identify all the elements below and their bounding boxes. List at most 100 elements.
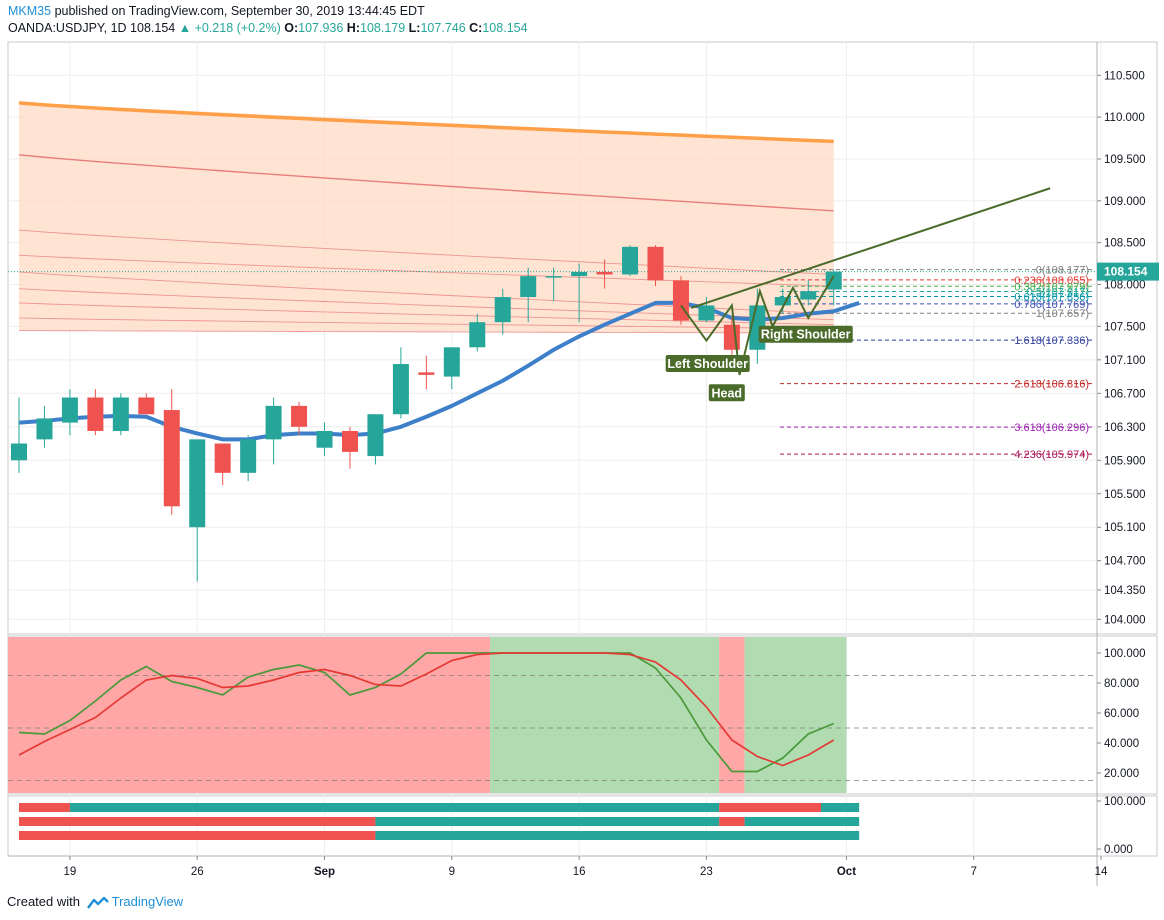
stochastic-zone-bull [490, 637, 720, 793]
time-tick-label: 9 [449, 866, 455, 878]
pattern-zigzag [680, 275, 835, 376]
pattern-label-1: Head [711, 386, 742, 400]
candle-body [774, 297, 791, 306]
last-price: 108.154 [130, 21, 176, 35]
chart-area[interactable]: 0(108.177)0.236(108.055)0.382(107.979)0.… [0, 0, 1164, 892]
last-price-badge [1097, 262, 1159, 281]
trend-strip-segment [744, 817, 860, 826]
ema-orange-line [18, 101, 834, 144]
price-tick-label: 106.700 [1104, 388, 1146, 400]
candle-body [596, 271, 613, 275]
created-with-text: Created with [7, 894, 80, 909]
pattern-label-box [708, 384, 745, 402]
ema-band-line [18, 330, 834, 334]
strip-tick-label: 100.000 [1104, 796, 1146, 808]
candle-body [571, 271, 588, 277]
high-value: 108.179 [360, 21, 406, 35]
low-value: 107.746 [420, 21, 466, 35]
symbol-legend: OANDA:USDJPY, 1D 108.154 ▲ +0.218 (+0.2%… [8, 21, 528, 35]
time-tick-label: 23 [700, 866, 713, 878]
candle-body [469, 322, 486, 348]
candle-body [214, 443, 231, 473]
candle-body [698, 305, 715, 321]
time-tick-label: 16 [573, 866, 586, 878]
stoch-tick-label: 60.000 [1104, 708, 1139, 720]
candle-body [545, 276, 562, 278]
candle-body [800, 291, 817, 300]
pattern-label-box [758, 325, 853, 343]
change-arrow-icon: ▲ [178, 21, 192, 35]
candle-body [418, 372, 435, 375]
candle-body [825, 271, 842, 290]
published-text: published on TradingView.com, September … [54, 4, 425, 18]
strip-tick-label: 0.000 [1104, 844, 1133, 856]
ema-band-line [18, 229, 834, 275]
candle-body [392, 364, 409, 415]
open-label: O: [284, 21, 299, 35]
candle-body [622, 246, 639, 275]
publish-info: MKM35 published on TradingView.com, Sept… [8, 4, 425, 18]
tradingview-brand-link[interactable]: TradingView [111, 894, 184, 909]
price-tick-label: 108.500 [1104, 238, 1146, 250]
trend-strip-segment [375, 817, 720, 826]
symbol-name: OANDA:USDJPY, 1D [8, 21, 127, 35]
open-value: 107.936 [298, 21, 344, 35]
stoch-tick-label: 80.000 [1104, 678, 1139, 690]
fibonacci-label-0: 0(108.177) [1036, 265, 1089, 277]
price-tick-label: 104.700 [1104, 556, 1146, 568]
stoch-tick-label: 40.000 [1104, 738, 1139, 750]
high-label: H: [346, 21, 360, 35]
fibonacci-label-1.618: 1.618(107.336) [1014, 335, 1089, 347]
candle-body [265, 405, 282, 440]
candle-body [291, 405, 308, 427]
price-tick-label: 108.000 [1104, 280, 1146, 292]
candle-body [520, 276, 537, 298]
stoch-tick-label: 20.000 [1104, 768, 1139, 780]
time-tick-label: Oct [837, 866, 856, 878]
fibonacci-label-0.5: 0.5(107.917) [1027, 286, 1089, 298]
candle-body [494, 297, 511, 323]
price-tick-label: 107.500 [1104, 321, 1146, 333]
ema-band-line [18, 302, 834, 326]
time-tick-label: 26 [191, 866, 204, 878]
trend-strip-segment [719, 803, 821, 812]
candle-body [341, 430, 358, 452]
stochastic-k-line [18, 652, 835, 773]
price-tick-label: 105.500 [1104, 489, 1146, 501]
candle-body [138, 397, 155, 415]
price-tick-label: 104.350 [1104, 585, 1146, 597]
tradingview-logo-icon [86, 896, 109, 909]
pattern-label-2: Right Shoulder [761, 328, 851, 342]
fibonacci-label-3.618: 3.618(106.296) [1014, 422, 1089, 434]
trend-strip-segment [19, 831, 376, 840]
pattern-label-0: Left Shoulder [667, 357, 748, 371]
fibonacci-label-0.236: 0.236(108.055) [1014, 275, 1089, 287]
change-value: +0.218 (+0.2%) [194, 21, 281, 35]
pattern-label-box [665, 355, 750, 373]
price-tick-label: 110.500 [1104, 70, 1145, 82]
stochastic-zone-bear [8, 637, 491, 793]
ema-band-line [18, 254, 834, 287]
candle-body [163, 410, 180, 507]
price-tick-label: 105.100 [1104, 522, 1146, 534]
price-tick-label: 110.000 [1104, 112, 1145, 124]
ema-band-line [18, 154, 834, 212]
trend-strip-segment [69, 803, 720, 812]
fibonacci-label-2.618: 2.618(106.816) [1014, 379, 1089, 391]
candle-body [367, 414, 384, 457]
fibonacci-label-1: 1(107.657) [1036, 308, 1089, 320]
candle-body [11, 443, 27, 461]
candle-body [87, 397, 104, 431]
fibonacci-label-0.618: 0.618(107.856) [1014, 292, 1089, 304]
stochastic-d-line [18, 652, 835, 767]
last-price-badge-text: 108.154 [1104, 265, 1148, 279]
candle-body [723, 324, 740, 350]
price-tick-label: 107.100 [1104, 355, 1146, 367]
candle-body [240, 439, 257, 473]
author-link[interactable]: MKM35 [8, 4, 52, 18]
candle-body [189, 439, 206, 528]
stochastic-zone-bear [719, 637, 745, 793]
candle-body [647, 246, 664, 281]
ema-blue-line [18, 300, 860, 442]
candle-body [316, 430, 333, 448]
